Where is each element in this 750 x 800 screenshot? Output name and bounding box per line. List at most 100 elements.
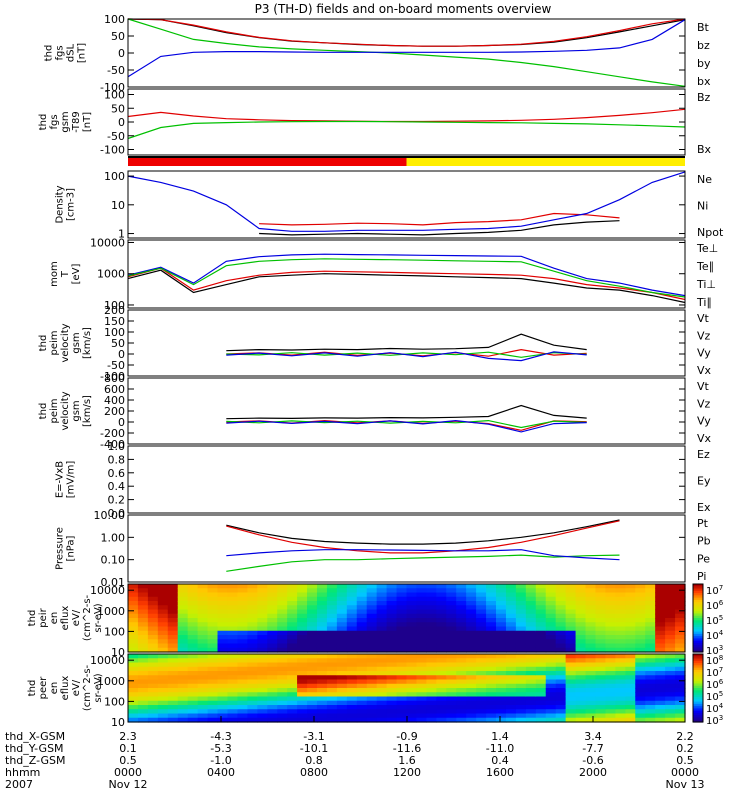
spectrogram-cell bbox=[466, 588, 477, 594]
spectrogram-cell bbox=[525, 696, 537, 702]
spectrogram-cell bbox=[316, 696, 328, 702]
colorbar-cell bbox=[693, 663, 703, 666]
spectrogram-cell bbox=[645, 683, 656, 689]
spectrogram-cell bbox=[496, 613, 507, 619]
y-tick-label: 0.4 bbox=[108, 480, 126, 493]
spectrogram-cell bbox=[605, 601, 616, 606]
spectrogram-cell bbox=[535, 654, 547, 659]
spectrogram-cell bbox=[565, 696, 577, 702]
spectrogram-cell bbox=[525, 622, 537, 628]
spectrogram-cell bbox=[128, 639, 139, 645]
colorbar-cell bbox=[693, 669, 703, 673]
spectrogram-cell bbox=[655, 717, 666, 723]
spectrogram-cell bbox=[346, 696, 358, 702]
spectrogram-cell bbox=[645, 618, 656, 623]
spectrogram-cell bbox=[496, 705, 507, 710]
spectrogram-cell bbox=[436, 618, 447, 623]
spectrogram-cell bbox=[237, 679, 248, 685]
spectrogram-cell bbox=[157, 613, 169, 619]
spectrogram-cell bbox=[565, 605, 577, 611]
spectrogram-cell bbox=[655, 671, 666, 676]
spectrogram-cell bbox=[555, 671, 567, 676]
colorbar-cell bbox=[693, 699, 703, 703]
spectrogram-cell bbox=[287, 630, 298, 636]
spectrogram-cell bbox=[257, 658, 268, 664]
colorbar-cell bbox=[693, 597, 703, 601]
spectrogram-cell bbox=[227, 630, 239, 636]
spectrogram-cell bbox=[217, 639, 229, 645]
spectrogram-cell bbox=[635, 643, 646, 649]
spectrogram-cell bbox=[406, 658, 418, 664]
spectrogram-cell bbox=[426, 630, 437, 636]
spectrogram-cell bbox=[297, 717, 308, 723]
spectrogram-cell bbox=[615, 666, 626, 672]
spectrogram-cell bbox=[267, 647, 278, 653]
spectrogram-cell bbox=[316, 596, 328, 602]
spectrogram-cell bbox=[137, 643, 149, 649]
spectrogram-cell bbox=[287, 609, 298, 615]
spectrogram-cell bbox=[267, 675, 278, 681]
spectrogram-cell bbox=[137, 647, 149, 653]
spectrogram-cell bbox=[217, 618, 229, 623]
spectrogram-cell bbox=[247, 688, 258, 693]
spectrogram-cell bbox=[505, 709, 517, 715]
spectrogram-cell bbox=[396, 696, 408, 702]
spectrogram-cell bbox=[326, 609, 338, 615]
spectrogram-cell bbox=[157, 609, 169, 615]
spectrogram-cell bbox=[277, 639, 288, 645]
spectrogram-cell bbox=[496, 596, 507, 602]
spectrogram-cell bbox=[605, 713, 616, 719]
spectrogram-cell bbox=[147, 675, 159, 681]
spectrogram-cell bbox=[167, 658, 179, 664]
spectrogram-cell bbox=[177, 635, 189, 640]
spectrogram-cell bbox=[356, 679, 368, 685]
spectrogram-cell bbox=[217, 683, 229, 689]
spectrogram-cell bbox=[625, 679, 636, 685]
spectrogram-cell bbox=[326, 584, 338, 589]
spectrogram-cell bbox=[177, 584, 189, 589]
spectrogram-cell bbox=[237, 618, 248, 623]
spectrogram-cell bbox=[446, 705, 457, 710]
spectrogram-cell bbox=[386, 679, 398, 685]
spectrogram-cell bbox=[595, 654, 607, 659]
spectrogram-cell bbox=[406, 692, 418, 698]
spectrogram-cell bbox=[675, 717, 686, 723]
spectrogram-cell bbox=[555, 700, 567, 706]
spectrogram-cell bbox=[277, 717, 288, 723]
spectrogram-cell bbox=[247, 618, 258, 623]
spectrogram-cell bbox=[565, 654, 577, 659]
y-tick-label: 800 bbox=[104, 372, 125, 385]
series-Te∥ bbox=[127, 269, 686, 304]
series-Vt bbox=[226, 333, 587, 352]
spectrogram-cell bbox=[307, 588, 318, 594]
spectrogram-cell bbox=[137, 654, 149, 659]
spectrogram-cell bbox=[615, 654, 626, 659]
spectrogram-cell bbox=[277, 705, 288, 710]
spectrogram-cell bbox=[496, 692, 507, 698]
spectrogram-cell bbox=[128, 713, 139, 719]
spectrogram-cell bbox=[635, 592, 646, 598]
spectrogram-cell bbox=[307, 700, 318, 706]
spectrogram-cell bbox=[406, 584, 418, 589]
spectrogram-cell bbox=[675, 679, 686, 685]
spectrogram-cell bbox=[396, 622, 408, 628]
plot-title: P3 (TH-D) fields and on-board moments ov… bbox=[255, 2, 552, 16]
spectrogram-cell bbox=[396, 658, 408, 664]
spectrogram-cell bbox=[486, 671, 497, 676]
spectrogram-cell bbox=[625, 592, 636, 598]
spectrogram-cell bbox=[366, 671, 378, 676]
spectrogram-cell bbox=[446, 692, 457, 698]
spectrogram-cell bbox=[316, 679, 328, 685]
spectrogram-cell bbox=[376, 626, 388, 632]
spectrogram-cell bbox=[177, 630, 189, 636]
spectrogram-cell bbox=[655, 618, 666, 623]
spectrogram-cell bbox=[356, 675, 368, 681]
spectrogram-cell bbox=[525, 596, 537, 602]
spectrogram-cell bbox=[575, 696, 587, 702]
spectrogram-cell bbox=[555, 717, 567, 723]
colorbar-cell bbox=[693, 602, 703, 605]
spectrogram-cell bbox=[257, 654, 268, 659]
y-tick-label: -50 bbox=[107, 64, 125, 77]
spectrogram-cell bbox=[446, 709, 457, 715]
spectrogram-cell bbox=[426, 671, 437, 676]
